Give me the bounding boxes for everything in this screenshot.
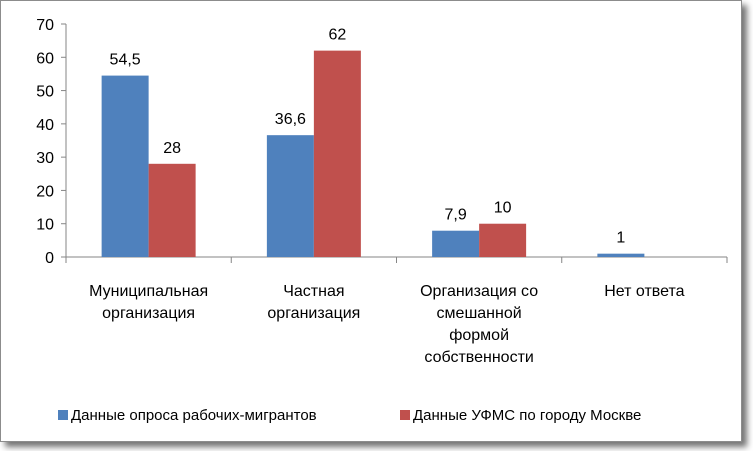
y-tick-label: 30 (36, 150, 54, 167)
data-label-series-2-category-1: 28 (163, 140, 181, 157)
category-label-1: Муниципальная организация (89, 283, 208, 322)
chart-bars (101, 50, 645, 257)
bar-series-2-category-3 (479, 223, 527, 257)
data-label-series-1-category-3: 7,9 (445, 207, 467, 224)
y-tick-label: 10 (36, 217, 54, 234)
x-axis-category-labels: Муниципальная организация Частная организац… (89, 283, 685, 366)
category-label-4: Нет ответа (604, 283, 684, 300)
bar-series-1-category-2 (266, 135, 314, 257)
legend-label-series-2: Данные УФМС по городу Москве (413, 407, 641, 424)
bar-series-1-category-4 (597, 253, 645, 257)
y-tick-label: 0 (45, 250, 54, 267)
data-label-series-2-category-3: 10 (494, 200, 512, 217)
bar-series-1-category-3 (432, 230, 480, 257)
y-tick-label: 40 (36, 117, 54, 134)
chart-legend: Данные опроса рабочих-мигрантов Данные УФ… (58, 407, 641, 424)
data-label-series-1-category-1: 54,5 (110, 52, 141, 69)
category-label-2: Частная организация (267, 283, 360, 322)
legend-swatch-series-2 (400, 410, 410, 420)
bar-series-2-category-1 (148, 163, 196, 257)
data-label-series-2-category-2: 62 (328, 27, 346, 44)
y-tick-label: 20 (36, 183, 54, 200)
data-label-series-1-category-2: 36,6 (275, 111, 306, 128)
data-label-series-1-category-4: 1 (616, 230, 625, 247)
legend-label-series-1: Данные опроса рабочих-мигрантов (71, 407, 317, 424)
bar-series-2-category-2 (313, 50, 361, 257)
category-label-3: Организация со смешанной формой собственнос… (420, 283, 538, 366)
legend-swatch-series-1 (58, 410, 68, 420)
y-tick-label: 50 (36, 84, 54, 101)
bar-series-1-category-1 (101, 75, 149, 257)
chart-data-labels: 54,5 28 36,6 62 7,9 10 1 (110, 27, 626, 247)
y-tick-label: 70 (36, 17, 54, 34)
y-tick-label: 60 (36, 50, 54, 67)
y-axis-ticks: 0 10 20 30 40 50 60 70 (36, 17, 66, 267)
